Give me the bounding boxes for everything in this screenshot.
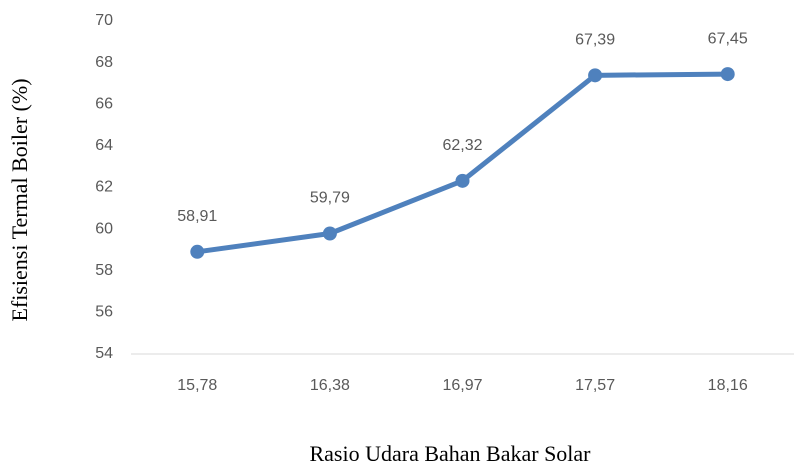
line (196, 71, 728, 255)
data-label: 62,32 (442, 137, 482, 154)
marker (455, 173, 470, 188)
x-tick-label: 16,38 (310, 377, 350, 394)
data-label: 58,91 (177, 208, 217, 225)
x-tick-label: 16,97 (442, 377, 482, 394)
y-tick-label: 54 (95, 345, 113, 362)
y-tick-label: 64 (95, 137, 113, 154)
data-label: 67,39 (575, 32, 615, 49)
marker (720, 67, 735, 82)
x-tick-label: 17,57 (575, 377, 615, 394)
y-tick-label: 70 (95, 12, 113, 29)
marker (588, 68, 603, 83)
data-label: 67,45 (708, 30, 748, 47)
marker (322, 226, 337, 241)
y-tick-label: 68 (95, 54, 113, 71)
y-tick-label: 62 (95, 179, 113, 196)
y-tick-label: 56 (95, 304, 113, 321)
marker (190, 244, 205, 259)
data-label: 59,79 (310, 190, 350, 207)
x-tick-label: 18,16 (708, 377, 748, 394)
x-axis-title: Rasio Udara Bahan Bakar Solar (309, 441, 591, 466)
y-tick-label: 60 (95, 220, 113, 237)
y-axis-title: Efisiensi Termal Boiler (%) (7, 78, 32, 321)
x-tick-label: 15,78 (177, 377, 217, 394)
y-tick-label: 66 (95, 95, 113, 112)
y-tick-label: 58 (95, 262, 113, 279)
